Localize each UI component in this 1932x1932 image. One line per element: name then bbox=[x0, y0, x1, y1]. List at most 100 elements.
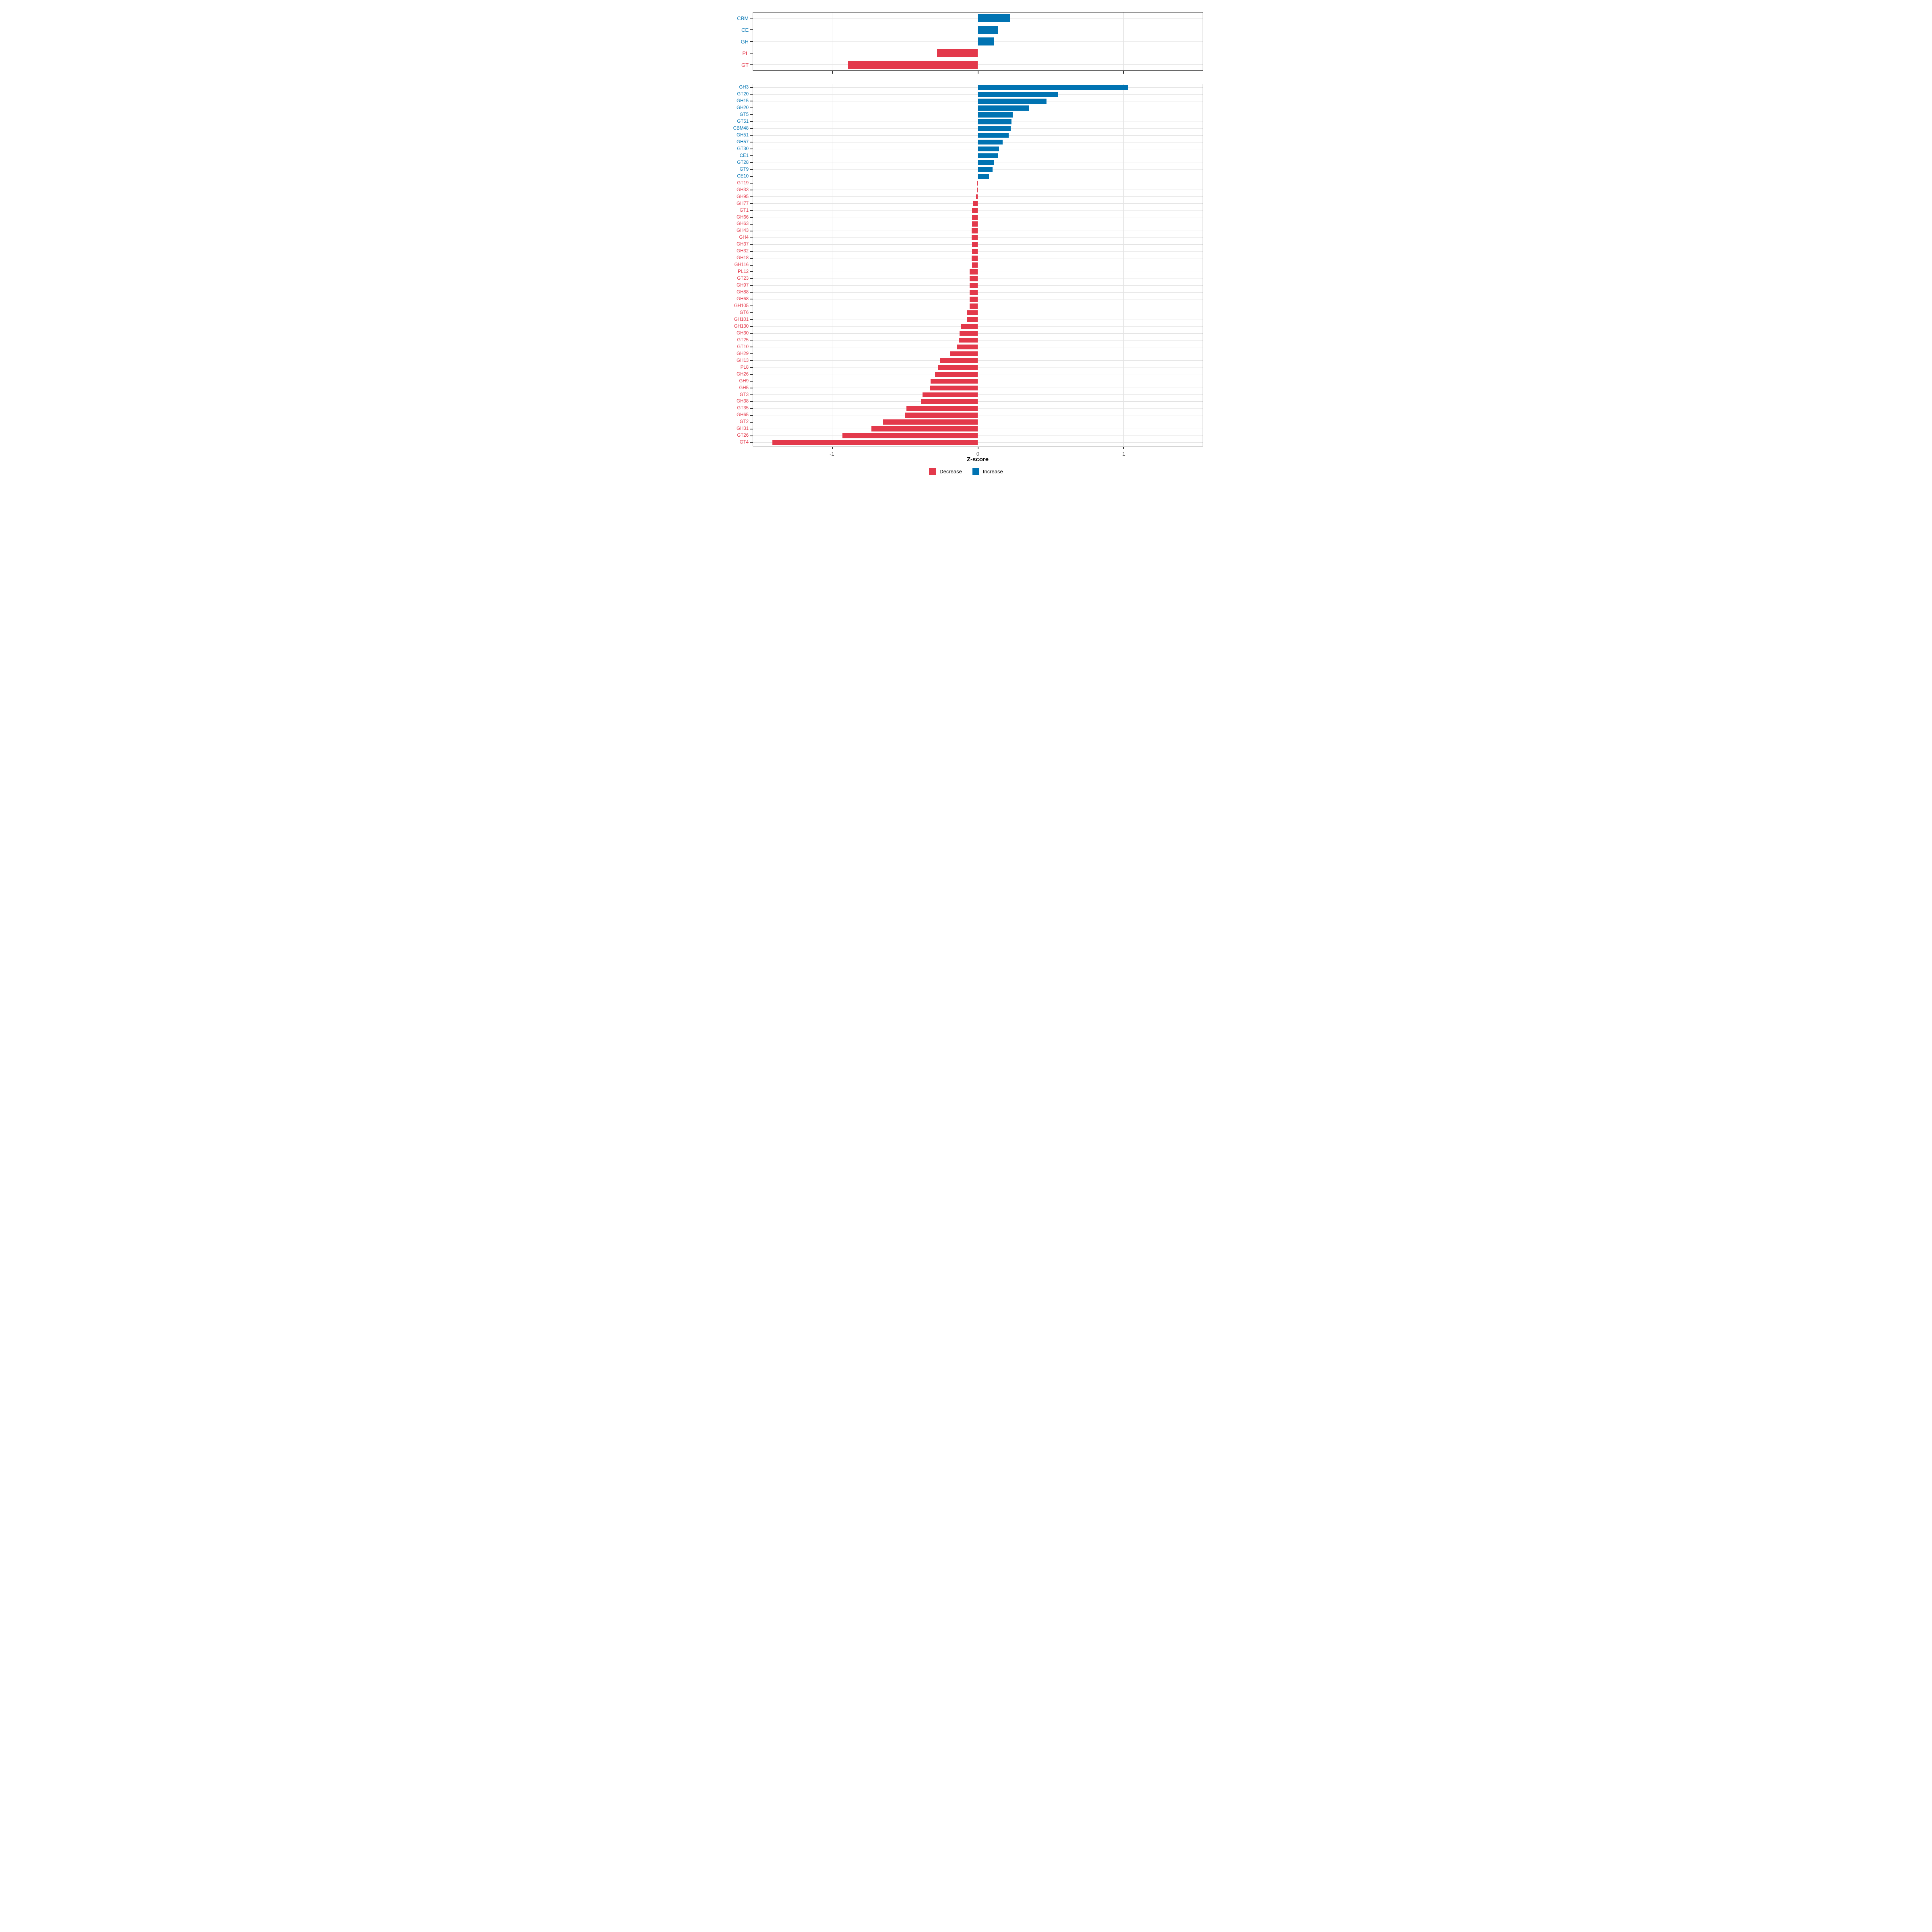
row-label-GH26: GH26 bbox=[736, 372, 749, 377]
bar-GH97 bbox=[969, 283, 978, 288]
bar-GT35 bbox=[906, 406, 978, 411]
row-label-GH88: GH88 bbox=[736, 290, 749, 295]
horizontal-gridline bbox=[753, 340, 1203, 341]
bar-GH26 bbox=[935, 372, 978, 377]
bar-GH130 bbox=[960, 324, 978, 329]
y-tick bbox=[750, 285, 753, 286]
y-tick bbox=[750, 121, 753, 122]
bar-GH18 bbox=[972, 256, 978, 261]
decrease-color-swatch bbox=[929, 468, 936, 475]
row-label-GH63: GH63 bbox=[736, 221, 749, 227]
row-label-GT3: GT3 bbox=[739, 392, 749, 397]
y-tick bbox=[750, 114, 753, 116]
bar-GT4 bbox=[772, 440, 978, 445]
bar-GH66 bbox=[972, 215, 978, 220]
horizontal-gridline bbox=[753, 360, 1203, 361]
y-tick bbox=[750, 41, 753, 42]
y-tick bbox=[750, 135, 753, 136]
y-tick bbox=[750, 360, 753, 361]
row-label-GH31: GH31 bbox=[736, 426, 749, 431]
bar-GT25 bbox=[958, 337, 978, 343]
bar-CBM bbox=[978, 14, 1010, 23]
bar-CE bbox=[978, 26, 999, 34]
y-tick bbox=[750, 278, 753, 279]
bar-GT28 bbox=[978, 160, 994, 165]
y-tick bbox=[750, 367, 753, 368]
row-label-GT35: GT35 bbox=[737, 406, 749, 411]
y-tick bbox=[750, 394, 753, 395]
bar-PL8 bbox=[938, 365, 978, 370]
increase-color-swatch bbox=[972, 468, 979, 475]
zscore-bar-chart-figure: CBM CE GH PL GT GH3 GT20 GH15 GH20 GT5 GT51 CBM48 G… bbox=[724, 0, 1208, 483]
horizontal-gridline bbox=[753, 237, 1203, 238]
y-tick bbox=[750, 333, 753, 334]
row-label-GH13: GH13 bbox=[736, 358, 749, 363]
row-label-GH130: GH130 bbox=[734, 324, 749, 329]
y-tick bbox=[750, 264, 753, 266]
horizontal-gridline bbox=[753, 408, 1203, 409]
row-label-CBM: CBM bbox=[737, 15, 749, 22]
legend-item-decrease: Decrease bbox=[929, 468, 962, 475]
bar-GT20 bbox=[978, 92, 1058, 97]
row-label-GT10: GT10 bbox=[737, 344, 749, 349]
row-label-GH116: GH116 bbox=[734, 262, 749, 268]
bar-PL bbox=[937, 49, 978, 57]
bar-PL12 bbox=[969, 269, 978, 275]
bar-GH88 bbox=[969, 290, 978, 295]
y-tick bbox=[750, 29, 753, 31]
bar-GH5 bbox=[930, 385, 978, 391]
bar-GH57 bbox=[978, 139, 1003, 145]
legend: Decrease Increase bbox=[724, 468, 1208, 475]
y-tick bbox=[750, 223, 753, 225]
bar-GT51 bbox=[978, 119, 1011, 124]
bar-GH32 bbox=[972, 249, 978, 254]
bar-GT2 bbox=[883, 419, 978, 425]
row-label-GH57: GH57 bbox=[736, 139, 749, 144]
y-tick bbox=[750, 87, 753, 88]
horizontal-gridline bbox=[753, 210, 1203, 211]
row-label-GH68: GH68 bbox=[736, 297, 749, 302]
y-tick bbox=[750, 251, 753, 252]
y-tick bbox=[750, 244, 753, 245]
y-tick bbox=[750, 217, 753, 218]
row-label-GH33: GH33 bbox=[736, 187, 749, 192]
horizontal-gridline bbox=[753, 394, 1203, 395]
y-tick bbox=[750, 210, 753, 211]
bar-GT9 bbox=[978, 167, 993, 172]
row-label-GH20: GH20 bbox=[736, 105, 749, 111]
x-axis-title: Z-score bbox=[966, 456, 989, 463]
legend-item-increase: Increase bbox=[972, 468, 1003, 475]
row-label-GT28: GT28 bbox=[737, 160, 749, 165]
family-panel: GH3 GT20 GH15 GH20 GT5 GT51 CBM48 GH51 GH57 GT30 C… bbox=[733, 84, 1203, 449]
y-tick bbox=[750, 353, 753, 354]
bar-GT23 bbox=[969, 276, 978, 281]
bar-GT19 bbox=[977, 180, 978, 186]
bar-GH4 bbox=[972, 235, 978, 240]
y-tick bbox=[750, 107, 753, 109]
bar-CE10 bbox=[978, 173, 989, 179]
row-label-GH43: GH43 bbox=[736, 228, 749, 233]
bar-GH30 bbox=[959, 330, 978, 336]
row-label-GH15: GH15 bbox=[736, 99, 749, 104]
row-label-CE10: CE10 bbox=[737, 173, 749, 179]
y-tick bbox=[750, 64, 753, 65]
y-tick bbox=[750, 326, 753, 327]
x-tick-label-1: 1 bbox=[1122, 451, 1125, 457]
row-label-GH18: GH18 bbox=[736, 256, 749, 261]
y-tick bbox=[750, 340, 753, 341]
bar-GH13 bbox=[940, 358, 978, 363]
y-tick bbox=[750, 408, 753, 409]
x-tick-label--1: -1 bbox=[830, 451, 834, 457]
row-label-CBM48: CBM48 bbox=[733, 126, 749, 131]
y-tick bbox=[750, 182, 753, 184]
y-tick bbox=[750, 442, 753, 443]
row-label-GT9: GT9 bbox=[739, 167, 749, 172]
horizontal-gridline bbox=[753, 333, 1203, 334]
y-tick bbox=[750, 401, 753, 402]
bar-GT3 bbox=[922, 392, 978, 398]
row-label-GH4: GH4 bbox=[739, 235, 749, 240]
bar-GT26 bbox=[842, 433, 978, 438]
bar-GH37 bbox=[972, 242, 978, 247]
row-label-PL: PL bbox=[742, 50, 749, 56]
row-label-GH5: GH5 bbox=[739, 385, 749, 390]
